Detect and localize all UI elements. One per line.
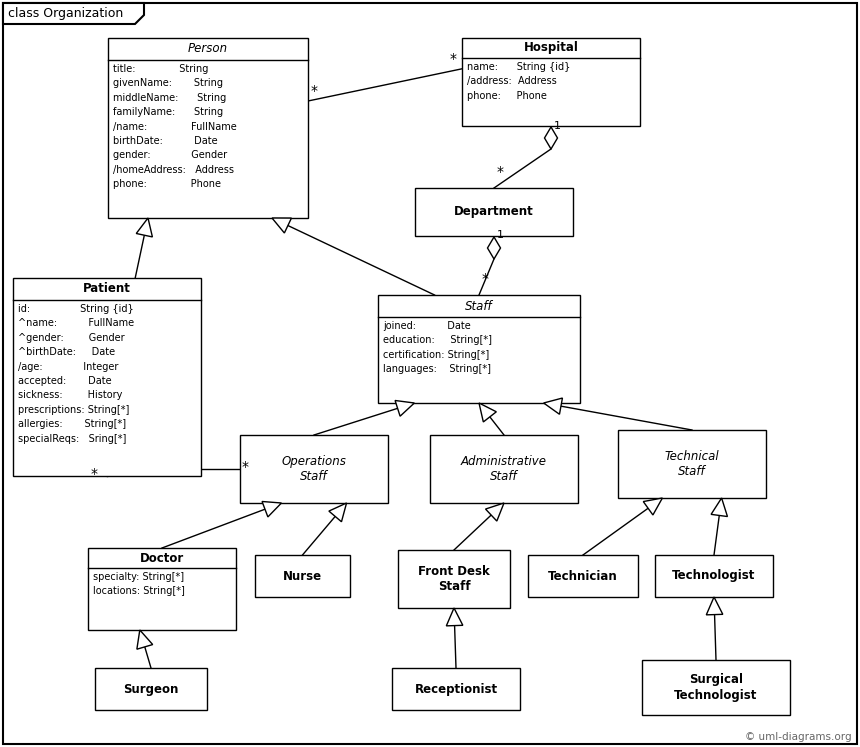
Polygon shape bbox=[643, 498, 662, 515]
Bar bbox=[655, 555, 773, 597]
Text: Surgical
Technologist: Surgical Technologist bbox=[674, 674, 758, 701]
Polygon shape bbox=[329, 503, 347, 521]
Text: Receptionist: Receptionist bbox=[415, 683, 498, 695]
Polygon shape bbox=[262, 501, 281, 517]
Text: Hospital: Hospital bbox=[524, 42, 579, 55]
Bar bbox=[430, 435, 578, 503]
Polygon shape bbox=[446, 608, 463, 626]
Text: Person: Person bbox=[188, 43, 228, 55]
Text: specialty: String[*]
locations: String[*]: specialty: String[*] locations: String[*… bbox=[93, 572, 185, 596]
Polygon shape bbox=[544, 127, 557, 149]
Polygon shape bbox=[544, 398, 562, 415]
Text: Staff: Staff bbox=[465, 300, 493, 312]
Text: Administrative
Staff: Administrative Staff bbox=[461, 455, 547, 483]
Bar bbox=[13, 278, 201, 476]
Text: Operations
Staff: Operations Staff bbox=[281, 455, 347, 483]
Polygon shape bbox=[272, 218, 292, 233]
Bar bbox=[642, 660, 790, 715]
Bar bbox=[108, 38, 308, 218]
Text: Technician: Technician bbox=[548, 569, 617, 583]
Polygon shape bbox=[137, 630, 153, 649]
Polygon shape bbox=[136, 218, 152, 237]
Text: *: * bbox=[450, 52, 457, 66]
Text: *: * bbox=[91, 467, 98, 481]
Polygon shape bbox=[706, 597, 722, 615]
Polygon shape bbox=[479, 403, 496, 422]
Polygon shape bbox=[3, 3, 144, 24]
Text: name:      String {id}
/address:  Address
phone:     Phone: name: String {id} /address: Address phon… bbox=[467, 62, 570, 101]
Text: © uml-diagrams.org: © uml-diagrams.org bbox=[746, 732, 852, 742]
Bar bbox=[88, 548, 236, 630]
Bar bbox=[528, 555, 638, 597]
Polygon shape bbox=[488, 237, 501, 259]
Bar bbox=[392, 668, 520, 710]
Text: Patient: Patient bbox=[83, 282, 131, 296]
Text: *: * bbox=[482, 272, 489, 286]
Text: Nurse: Nurse bbox=[283, 569, 322, 583]
Text: *: * bbox=[242, 460, 249, 474]
Polygon shape bbox=[395, 400, 415, 416]
Text: Technical
Staff: Technical Staff bbox=[665, 450, 719, 478]
Text: *: * bbox=[311, 84, 318, 98]
Text: joined:          Date
education:     String[*]
certification: String[*]
language: joined: Date education: String[*] certif… bbox=[383, 321, 492, 374]
Bar bbox=[398, 550, 510, 608]
Text: Department: Department bbox=[454, 205, 534, 219]
Polygon shape bbox=[711, 498, 728, 516]
Text: Technologist: Technologist bbox=[673, 569, 756, 583]
Bar bbox=[415, 188, 573, 236]
Text: 1: 1 bbox=[554, 121, 561, 131]
Bar bbox=[95, 668, 207, 710]
Bar bbox=[618, 430, 766, 498]
Polygon shape bbox=[486, 503, 504, 521]
Bar bbox=[462, 38, 640, 126]
Text: class Organization: class Organization bbox=[8, 7, 123, 20]
Text: id:                String {id}
^name:          FullName
^gender:        Gender
^: id: String {id} ^name: FullName ^gender:… bbox=[18, 304, 134, 444]
Text: Doctor: Doctor bbox=[140, 551, 184, 565]
Bar bbox=[240, 435, 388, 503]
Text: *: * bbox=[497, 165, 504, 179]
Bar bbox=[255, 555, 350, 597]
Text: 1: 1 bbox=[497, 230, 504, 240]
Text: Surgeon: Surgeon bbox=[123, 683, 179, 695]
Text: Front Desk
Staff: Front Desk Staff bbox=[418, 565, 490, 593]
Text: title:              String
givenName:       String
middleName:      String
famil: title: String givenName: String middleNa… bbox=[113, 64, 237, 189]
Bar bbox=[378, 295, 580, 403]
